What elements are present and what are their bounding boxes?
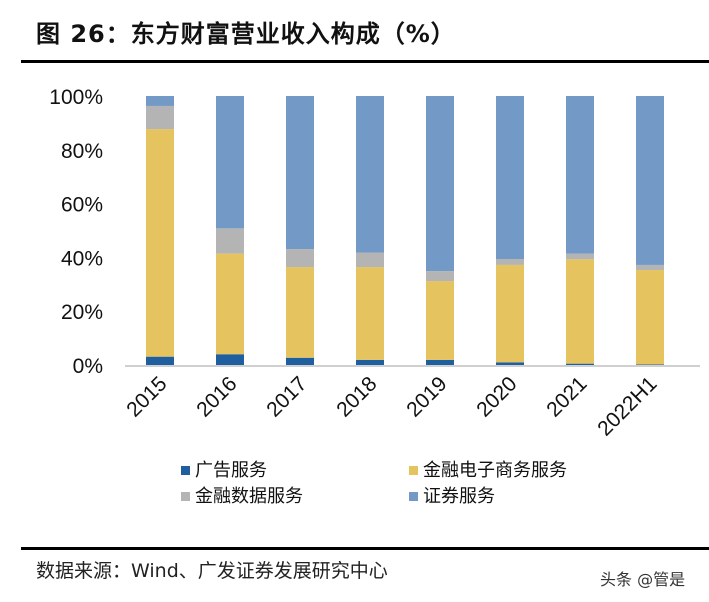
bar-segment bbox=[636, 270, 664, 365]
bar-segment bbox=[426, 271, 454, 282]
bar-segment bbox=[496, 362, 524, 365]
bar-segment bbox=[286, 267, 314, 358]
legend-label: 金融数据服务 bbox=[195, 486, 303, 507]
bar-segment bbox=[286, 249, 314, 268]
top-rule bbox=[21, 60, 709, 63]
legend-label: 证券服务 bbox=[423, 486, 495, 507]
bar-segment bbox=[356, 252, 384, 268]
bar-segment bbox=[496, 264, 524, 363]
y-tick-label: 80% bbox=[61, 140, 103, 163]
source-note: 数据来源：Wind、广发证券发展研究中心 bbox=[36, 560, 388, 582]
x-tick-label: 2017 bbox=[262, 372, 311, 421]
x-tick-label: 2022H1 bbox=[593, 372, 661, 440]
watermark: 头条 @管是 bbox=[600, 570, 686, 589]
y-tick-label: 100% bbox=[49, 86, 103, 109]
legend-swatch bbox=[181, 466, 190, 475]
bar-segment bbox=[496, 259, 524, 265]
bar-segment bbox=[426, 359, 454, 365]
bar-segment bbox=[146, 129, 174, 357]
legend-swatch bbox=[181, 492, 190, 501]
legend-swatch bbox=[409, 466, 418, 475]
bar-segment bbox=[566, 96, 594, 254]
x-tick-label: 2020 bbox=[472, 372, 521, 421]
bar-segment bbox=[426, 96, 454, 272]
x-tick-label: 2019 bbox=[402, 372, 451, 421]
bar-segment bbox=[216, 228, 244, 254]
bar-segment bbox=[146, 356, 174, 365]
bottom-rule bbox=[21, 547, 709, 550]
bar-segment bbox=[356, 359, 384, 365]
bar-segment bbox=[216, 354, 244, 365]
bar-segment bbox=[146, 96, 174, 106]
figure-title: 图 26：东方财富营业收入构成（%） bbox=[36, 20, 456, 48]
bar-segment bbox=[566, 259, 594, 364]
legend-label: 广告服务 bbox=[195, 460, 267, 481]
y-tick-label: 60% bbox=[61, 194, 103, 217]
bar-segment bbox=[146, 105, 174, 130]
x-tick-label: 2015 bbox=[122, 372, 171, 421]
bar-segment bbox=[356, 96, 384, 253]
bar-segment bbox=[636, 364, 664, 365]
legend-swatch bbox=[409, 492, 418, 501]
bar-segment bbox=[636, 96, 664, 265]
bar-segment bbox=[356, 267, 384, 360]
bar-segment bbox=[216, 96, 244, 229]
x-tick-label: 2018 bbox=[332, 372, 381, 421]
y-tick-label: 0% bbox=[73, 355, 103, 378]
x-tick-label: 2016 bbox=[192, 372, 241, 421]
y-tick-label: 20% bbox=[61, 301, 103, 324]
legend-label: 金融电子商务服务 bbox=[423, 460, 567, 481]
bar-segment bbox=[496, 96, 524, 260]
stacked-bar-chart: 0% 20% 40% 60% 80% 100% 2015 2016 2017 2018 2019 20… bbox=[49, 86, 700, 507]
y-tick-label: 40% bbox=[61, 247, 103, 270]
bar-segment bbox=[566, 253, 594, 260]
bar-segment bbox=[286, 357, 314, 365]
bar-segment bbox=[566, 363, 594, 365]
bar-segment bbox=[216, 253, 244, 355]
x-tick-label: 2021 bbox=[542, 372, 591, 421]
bar-segment bbox=[286, 96, 314, 250]
bar-segment bbox=[636, 264, 664, 271]
bar-segment bbox=[426, 281, 454, 360]
